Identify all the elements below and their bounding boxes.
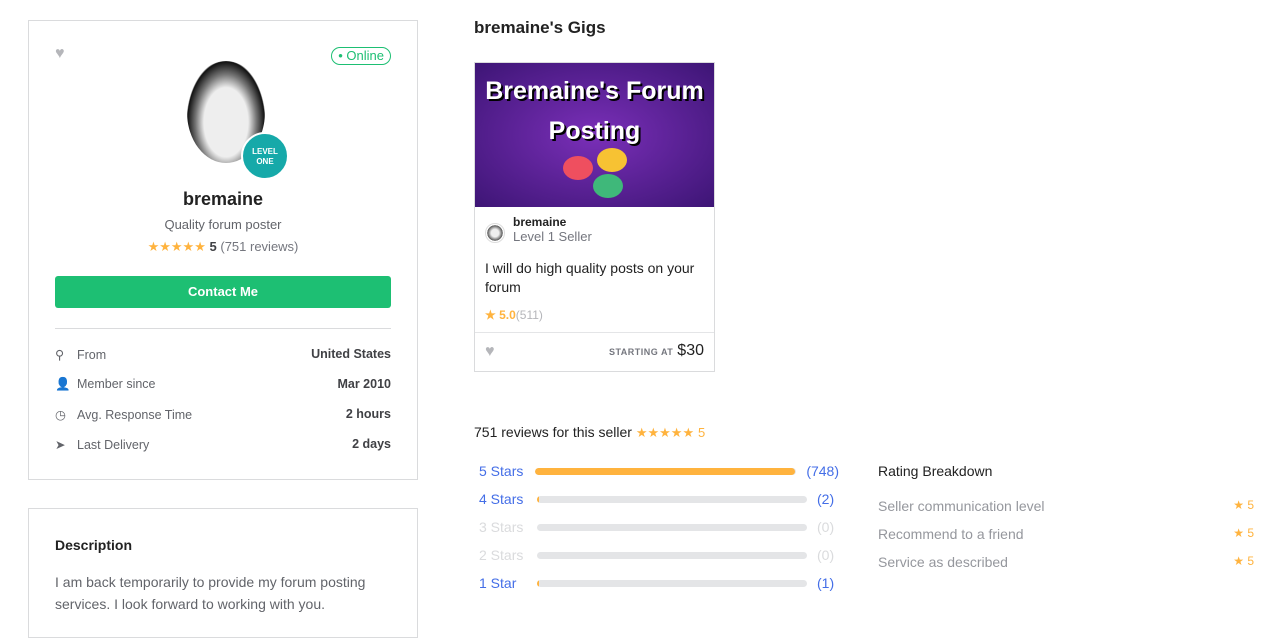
description-text: I am back temporarily to provide my foru… bbox=[55, 574, 366, 612]
gig-thumbnail[interactable]: Bremaine's Forum Posting bbox=[475, 63, 714, 207]
detail-value: United States bbox=[311, 347, 391, 361]
breakdown-row: Recommend to a friend ★ 5 bbox=[878, 526, 1254, 542]
seller-avatar[interactable] bbox=[485, 223, 505, 243]
gig-card[interactable]: Bremaine's Forum Posting bremaine Level 1… bbox=[474, 62, 715, 372]
rating-bar-fill bbox=[537, 495, 539, 503]
gig-title[interactable]: I will do high quality posts on your for… bbox=[485, 260, 695, 295]
star-filter-row[interactable]: 4 Stars (2) bbox=[479, 491, 839, 507]
rating-value: 5 bbox=[209, 239, 217, 254]
starting-at-label: STARTING AT bbox=[608, 347, 674, 357]
rating-bar bbox=[535, 467, 797, 475]
star-count: (2) bbox=[817, 491, 835, 507]
detail-value: 2 hours bbox=[345, 407, 391, 421]
breakdown-value: ★ 5 bbox=[1233, 498, 1254, 512]
paper-plane-icon: ➤ bbox=[55, 438, 66, 452]
price-value: $30 bbox=[677, 342, 704, 359]
gig-rating-value: 5.0 bbox=[499, 308, 516, 322]
gig-price: STARTING AT $30 bbox=[609, 342, 704, 360]
detail-label: Last Delivery bbox=[77, 438, 150, 452]
star-count: (0) bbox=[817, 519, 835, 535]
detail-value: Mar 2010 bbox=[337, 377, 391, 391]
star-filter-label[interactable]: 1 Star bbox=[479, 575, 517, 591]
breakdown-label: Seller communication level bbox=[878, 498, 1045, 514]
reviews-rating: 5 bbox=[698, 425, 706, 440]
gig-seller: bremaine Level 1 Seller bbox=[485, 215, 592, 244]
description-title: Description bbox=[55, 537, 133, 553]
user-icon: 👤 bbox=[55, 377, 71, 391]
seller-level: Level 1 Seller bbox=[513, 229, 592, 244]
description-card: Description I am back temporarily to pro… bbox=[28, 508, 418, 638]
level-badge: LEVEL ONE bbox=[241, 132, 289, 180]
username[interactable]: bremaine bbox=[182, 189, 264, 209]
tagline: Quality forum poster bbox=[164, 217, 282, 232]
star-count: (748) bbox=[806, 463, 839, 479]
seller-rating: ★★★★★ 5 (751 reviews) bbox=[29, 239, 417, 255]
detail-row: 👤 Member since Mar 2010 bbox=[55, 377, 391, 392]
breakdown-row: Seller communication level ★ 5 bbox=[878, 498, 1254, 514]
star-filter-row[interactable]: 1 Star (1) bbox=[479, 575, 839, 591]
reviews-header: 751 reviews for this seller ★★★★★ 5 bbox=[474, 424, 705, 441]
gig-footer: ♥ STARTING AT $30 bbox=[475, 332, 714, 372]
detail-row: ⚲ From United States bbox=[55, 347, 391, 362]
reviews-title: 751 reviews for this seller bbox=[474, 424, 632, 440]
online-badge: • Online bbox=[331, 47, 391, 65]
gig-review-count: (511) bbox=[515, 308, 543, 322]
star-count: (0) bbox=[817, 547, 835, 563]
star-filter-label: 3 Stars bbox=[479, 519, 524, 535]
breakdown-label: Service as described bbox=[878, 554, 1008, 570]
rating-bar bbox=[537, 579, 807, 587]
breakdown-label: Recommend to a friend bbox=[878, 526, 1024, 542]
rating-breakdown-title: Rating Breakdown bbox=[878, 463, 993, 479]
clock-icon: ◷ bbox=[55, 408, 66, 422]
breakdown-value: ★ 5 bbox=[1233, 554, 1254, 568]
rating-bar bbox=[537, 523, 807, 531]
seller-name[interactable]: bremaine bbox=[513, 215, 567, 229]
seller-profile-card: ♥ • Online LEVEL ONE bremaine Quality fo… bbox=[28, 20, 418, 480]
star-count: (1) bbox=[817, 575, 835, 591]
rating-bar bbox=[537, 551, 807, 559]
detail-row: ➤ Last Delivery 2 days bbox=[55, 437, 391, 452]
breakdown-row: Service as described ★ 5 bbox=[878, 554, 1254, 570]
location-pin-icon: ⚲ bbox=[55, 348, 65, 362]
divider bbox=[55, 328, 391, 329]
star-icons: ★★★★★ bbox=[147, 239, 206, 254]
star-filter-row: 2 Stars (0) bbox=[479, 547, 839, 563]
detail-label: From bbox=[77, 348, 107, 362]
thumbnail-text: Bremaine's Forum Posting bbox=[485, 77, 704, 145]
gig-rating: ★ 5.0(511) bbox=[485, 308, 543, 322]
detail-value: 2 days bbox=[352, 437, 391, 451]
rating-bar bbox=[537, 495, 807, 503]
detail-label: Member since bbox=[77, 377, 156, 391]
star-filter-row[interactable]: 5 Stars (748) bbox=[479, 463, 839, 479]
star-filter-label: 2 Stars bbox=[479, 547, 524, 563]
heart-icon[interactable]: ♥ bbox=[55, 45, 65, 62]
heart-icon[interactable]: ♥ bbox=[485, 343, 495, 360]
breakdown-value: ★ 5 bbox=[1233, 526, 1254, 540]
contact-me-button[interactable]: Contact Me bbox=[55, 276, 391, 308]
star-filter-label[interactable]: 5 Stars bbox=[479, 463, 524, 479]
star-filter-row: 3 Stars (0) bbox=[479, 519, 839, 535]
detail-label: Avg. Response Time bbox=[77, 408, 193, 422]
rating-bar-fill bbox=[537, 579, 539, 587]
star-filter-label[interactable]: 4 Stars bbox=[479, 491, 524, 507]
gigs-title: bremaine's Gigs bbox=[474, 18, 606, 37]
detail-row: ◷ Avg. Response Time 2 hours bbox=[55, 407, 391, 422]
star-icon: ★ bbox=[485, 308, 496, 322]
review-count[interactable]: (751 reviews) bbox=[220, 239, 299, 254]
rating-bar-fill bbox=[535, 467, 796, 475]
star-icons: ★★★★★ bbox=[635, 425, 695, 440]
